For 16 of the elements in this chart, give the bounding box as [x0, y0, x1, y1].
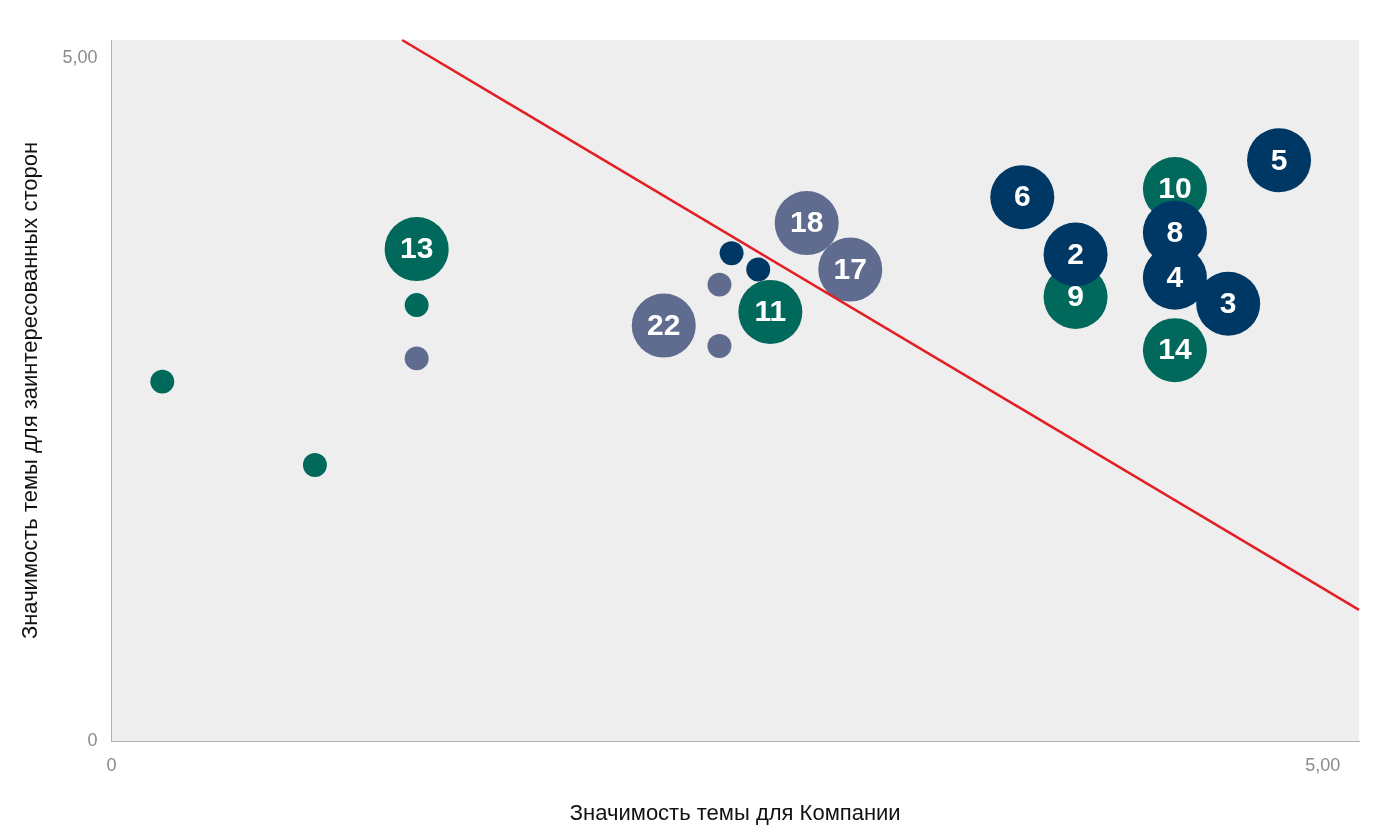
annotation: 22 [647, 307, 681, 341]
annotation: 18 [789, 205, 824, 239]
annotation: 10 [1158, 171, 1192, 205]
annotation: 5 [1270, 142, 1288, 176]
y-axis-title: Значимость темы для заинтересованных сторон [17, 141, 43, 640]
annotation: 3 [1219, 285, 1237, 319]
annotation: 17 [833, 251, 867, 285]
annotation: 2 [1067, 236, 1084, 270]
annotation: 13 [399, 231, 434, 265]
annotation: 11 [754, 294, 787, 328]
annotation: 4 [1166, 260, 1184, 294]
annotation: 6 [1013, 179, 1031, 213]
annotation: 9 [1067, 279, 1084, 313]
annotation: 8 [1166, 214, 1184, 248]
x-axis-title: Значимость темы для Компании [569, 799, 901, 825]
annotation: 14 [1158, 332, 1192, 366]
